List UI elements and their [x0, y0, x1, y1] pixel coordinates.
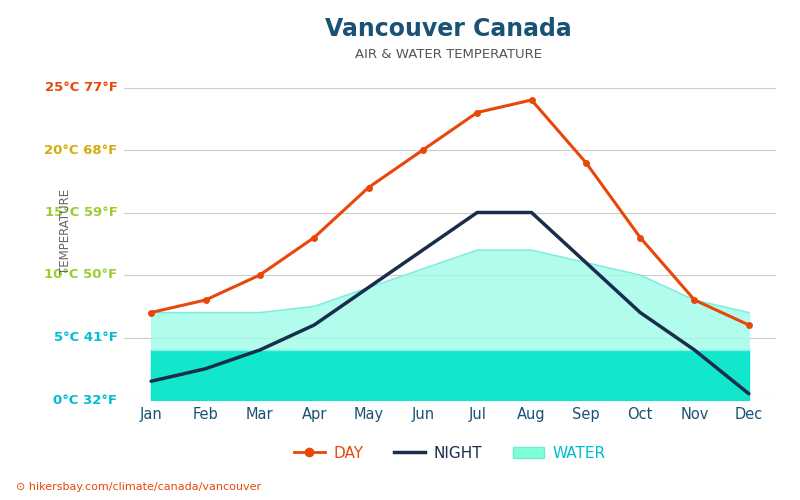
- Point: [199, 296, 212, 304]
- Text: 20°C 68°F: 20°C 68°F: [44, 144, 118, 156]
- Point: [634, 234, 646, 241]
- Text: 0°C 32°F: 0°C 32°F: [54, 394, 118, 406]
- Text: 15°C 59°F: 15°C 59°F: [45, 206, 118, 219]
- Text: 10°C 50°F: 10°C 50°F: [44, 268, 118, 281]
- Point: [579, 158, 592, 166]
- Text: TEMPERATURE: TEMPERATURE: [59, 188, 72, 274]
- Text: 25°C 77°F: 25°C 77°F: [45, 81, 118, 94]
- Text: ⊙ hikersbay.com/climate/canada/vancouver: ⊙ hikersbay.com/climate/canada/vancouver: [16, 482, 261, 492]
- Point: [308, 234, 321, 241]
- Text: 5°C 41°F: 5°C 41°F: [54, 331, 118, 344]
- Text: AIR & WATER TEMPERATURE: AIR & WATER TEMPERATURE: [354, 48, 542, 60]
- Point: [742, 321, 755, 329]
- Point: [470, 108, 483, 116]
- Point: [688, 296, 701, 304]
- Point: [525, 96, 538, 104]
- Point: [417, 146, 430, 154]
- Point: [254, 271, 266, 279]
- Legend: DAY, NIGHT, WATER: DAY, NIGHT, WATER: [288, 440, 612, 466]
- Text: Vancouver Canada: Vancouver Canada: [325, 18, 571, 42]
- Point: [145, 308, 158, 316]
- Point: [362, 184, 375, 192]
